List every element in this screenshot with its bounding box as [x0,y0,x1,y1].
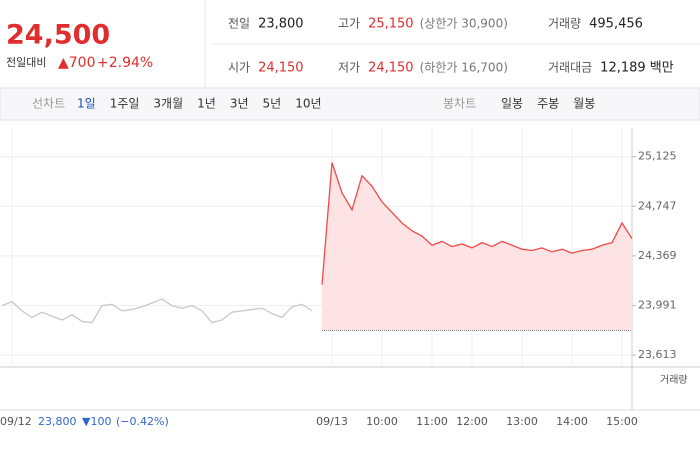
x-tick-label: 09/12 [0,415,32,428]
stat-note: (하한가 16,700) [420,61,508,75]
price: 24,500 [6,20,110,51]
price-line [1,298,313,324]
period-tab[interactable]: 10년 [295,97,321,111]
candle-tab[interactable]: 일봉 [501,97,523,111]
tab-bar [0,87,700,121]
prev-pct: (−0.42%) [116,415,169,428]
prev-close: 23,800 [38,415,77,428]
stat-label: 거래량 [548,17,581,31]
change: ▲700 [58,55,96,71]
candle-tab[interactable]: 월봉 [573,97,595,111]
price-line [321,162,633,285]
x-tick-label: 13:00 [506,415,538,428]
candle-label: 봉차트 [443,97,476,111]
period-tab[interactable]: 1일 [77,97,96,111]
y-tick-label: 23,991 [638,298,677,311]
stat-value: 495,456 [589,17,643,32]
area [322,162,632,331]
period-tab[interactable]: 1년 [197,97,216,111]
stat-label: 고가 [338,17,360,31]
x-tick-label: 11:00 [416,415,448,428]
period-tab[interactable]: 3개월 [153,97,183,111]
stat-value: 24,150 [368,61,414,76]
x-tick-label: 15:00 [606,415,638,428]
x-tick-label: 10:00 [366,415,398,428]
y-tick-label: 25,125 [638,150,677,163]
y-tick-label: 24,369 [638,249,677,262]
x-tick-label: 12:00 [456,415,488,428]
change-pct: +2.94% [97,55,153,71]
period-tab[interactable]: 5년 [263,97,282,111]
stat-value: 25,150 [368,17,414,32]
x-tick-label: 09/13 [316,415,348,428]
change-label: 전일대비 [6,55,46,69]
stat-note: (상한가 30,900) [420,17,508,31]
stat-label: 저가 [338,61,360,75]
stat-label: 전일 [228,17,250,31]
period-tab[interactable]: 3년 [230,97,249,111]
stat-value: 12,189 백만 [600,61,674,76]
stat-value: 24,150 [258,61,304,76]
candle-tab[interactable]: 주봉 [537,97,559,111]
stat-label: 시가 [228,61,250,75]
stat-label: 거래대금 [548,61,592,75]
y-tick-label: 23,613 [638,348,677,361]
prev-change: ▼100 [82,415,111,428]
volume-label: 거래량 [660,374,688,386]
line-label: 선차트 [32,97,65,111]
stat-value: 23,800 [258,17,304,32]
period-tab[interactable]: 1주일 [110,97,140,111]
x-tick-label: 14:00 [556,415,588,428]
y-tick-label: 24,747 [638,199,677,212]
